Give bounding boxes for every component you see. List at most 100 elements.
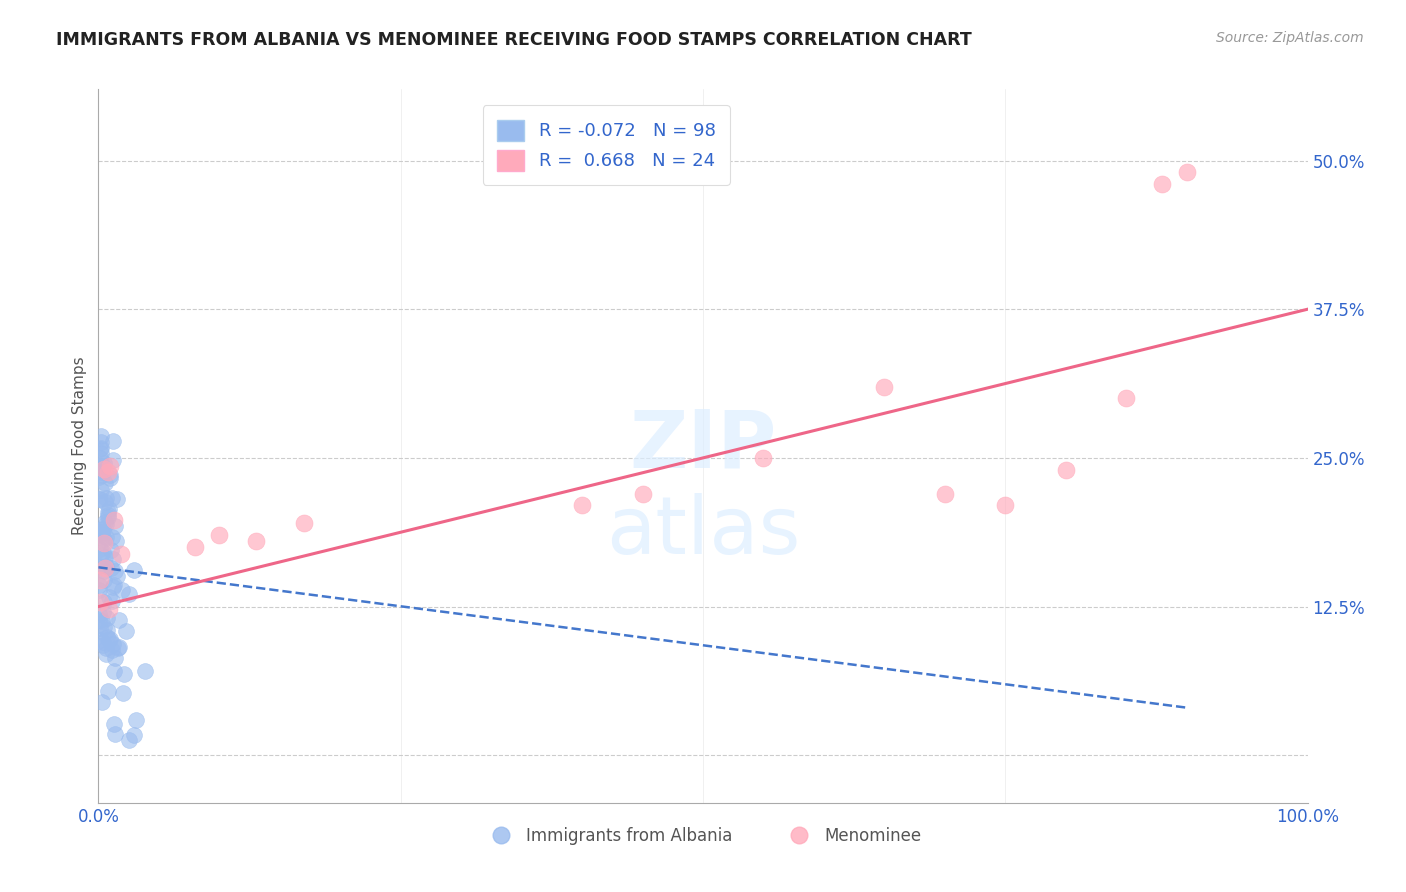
Point (245, 534, 267, 549)
Point (90, 524, 112, 539)
Point (101, 530, 124, 544)
Point (292, 516, 315, 531)
Point (184, 540, 207, 554)
Text: ZIP: ZIP (630, 407, 776, 485)
Point (89, 583, 111, 598)
Point (90, 434, 112, 449)
Point (91, 458, 114, 473)
Point (934, 486, 956, 500)
Point (105, 569, 128, 583)
Point (107, 640, 129, 655)
Point (134, 665, 156, 679)
Point (89, 541, 111, 556)
Point (108, 640, 131, 655)
Point (96, 611, 118, 625)
Point (90, 522, 112, 536)
Point (87, 491, 110, 506)
Y-axis label: Receiving Food Stamps: Receiving Food Stamps (72, 357, 87, 535)
Point (90, 445, 112, 459)
Point (97, 684, 120, 698)
Point (96, 530, 118, 544)
Point (571, 499, 593, 513)
Point (91, 638, 114, 652)
Point (93, 595, 115, 609)
Point (90, 695, 112, 709)
Point (97, 505, 120, 519)
Point (100, 561, 122, 575)
Point (110, 547, 132, 561)
Point (90, 548, 112, 562)
Point (93, 564, 115, 578)
Point (87, 607, 110, 621)
Point (1115, 392, 1137, 406)
Point (93, 461, 115, 475)
Point (104, 727, 127, 741)
Point (96, 623, 118, 637)
Point (104, 519, 127, 533)
Point (94, 515, 117, 529)
Point (90, 465, 112, 479)
Point (89, 633, 111, 648)
Point (101, 491, 124, 505)
Point (118, 733, 141, 747)
Point (93, 549, 115, 564)
Point (93, 620, 115, 634)
Point (93, 574, 115, 588)
Point (208, 528, 231, 542)
Point (994, 499, 1017, 513)
Text: atlas: atlas (606, 492, 800, 571)
Point (94, 640, 117, 655)
Point (89, 450, 111, 465)
Point (91, 545, 114, 559)
Point (103, 513, 125, 527)
Point (122, 563, 145, 577)
Point (103, 578, 125, 592)
Point (103, 551, 125, 566)
Point (89, 621, 111, 635)
Point (105, 533, 128, 548)
Point (89, 491, 111, 506)
Point (97, 509, 120, 524)
Point (91, 634, 114, 648)
Point (111, 686, 134, 700)
Point (97, 633, 120, 648)
Point (90, 525, 112, 540)
Point (752, 450, 775, 465)
Point (90, 429, 112, 443)
Point (87, 470, 110, 484)
Point (97, 502, 120, 516)
Point (97, 465, 120, 479)
Point (89, 573, 111, 587)
Point (98, 590, 121, 604)
Point (94, 558, 117, 573)
Point (101, 580, 124, 594)
Point (89, 442, 111, 457)
Point (90, 458, 112, 473)
Point (98, 458, 121, 473)
Point (91, 605, 114, 619)
Point (98, 632, 121, 646)
Point (98, 601, 121, 615)
Point (93, 456, 115, 470)
Point (118, 587, 141, 601)
Point (93, 532, 115, 546)
Point (100, 543, 122, 558)
Point (98, 467, 121, 482)
Point (104, 651, 127, 665)
Point (101, 434, 124, 449)
Point (91, 522, 114, 536)
Point (107, 613, 129, 627)
Text: IMMIGRANTS FROM ALBANIA VS MENOMINEE RECEIVING FOOD STAMPS CORRELATION CHART: IMMIGRANTS FROM ALBANIA VS MENOMINEE REC… (56, 31, 972, 49)
Point (125, 713, 148, 727)
Point (114, 624, 136, 639)
Point (98, 471, 121, 485)
Point (90, 614, 112, 628)
Point (93, 494, 115, 508)
Point (100, 642, 122, 657)
Point (91, 467, 114, 482)
Point (1152, 178, 1174, 192)
Point (1175, 165, 1198, 179)
Point (89, 578, 111, 592)
Point (91, 529, 114, 543)
Point (87, 613, 110, 627)
